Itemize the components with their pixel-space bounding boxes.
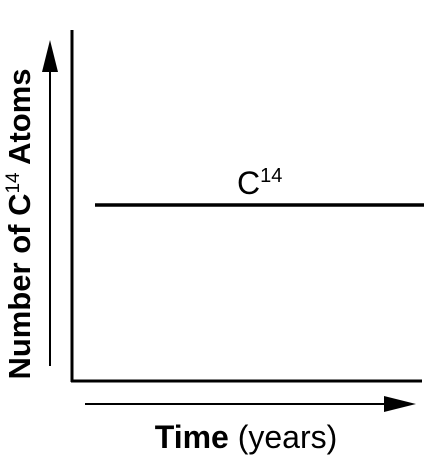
x-axis-label-bold: Time [155, 419, 229, 455]
line-label-text: C [237, 165, 260, 201]
line-label-superscript: 14 [260, 165, 282, 187]
y-axis-label-text: Number of C [2, 194, 37, 380]
line-label: C14 [237, 165, 282, 201]
x-arrow-head [384, 396, 416, 412]
x-axis-label-rest: (years) [229, 419, 337, 455]
y-axis-label-superscript: 14 [3, 172, 24, 194]
y-arrow-head [42, 40, 58, 72]
x-axis-label: Time (years) [155, 419, 338, 455]
y-axis-label: Number of C14 Atoms [2, 68, 37, 379]
y-axis-label-suffix: Atoms [2, 68, 37, 172]
